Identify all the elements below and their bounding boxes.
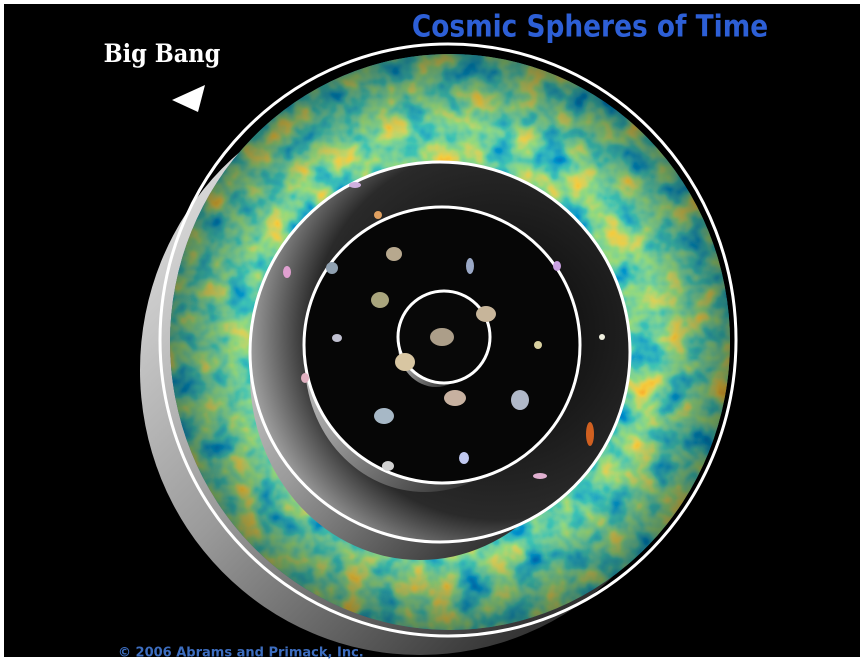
big-bang-label: Big Bang [104, 39, 221, 68]
illustration: Cosmic Spheres of Time Big Bang © 2006 A… [0, 0, 864, 661]
title: Cosmic Spheres of Time [412, 9, 768, 44]
page: Cosmic Spheres of Time Big Bang © 2006 A… [0, 0, 864, 661]
copyright: © 2006 Abrams and Primack, Inc. [118, 646, 364, 661]
